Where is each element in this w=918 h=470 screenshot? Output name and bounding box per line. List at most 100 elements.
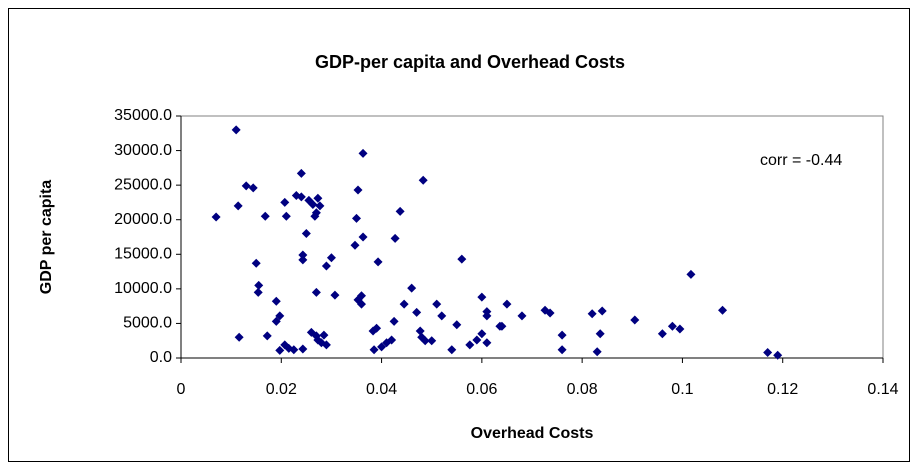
data-point [477,292,487,302]
x-tick-label: 0.14 [867,381,898,398]
data-point [497,321,507,331]
data-point [517,311,527,321]
data-point [319,330,329,340]
data-point [630,315,640,325]
data-point [592,347,602,357]
data-point [477,329,487,339]
data-point [211,212,221,222]
y-tick-label: 15000.0 [114,246,172,263]
data-point [350,240,360,250]
y-tick-label: 5000.0 [123,315,172,332]
data-point [447,345,457,355]
data-point [482,338,492,348]
data-point [390,233,400,243]
data-point [387,335,397,345]
data-point [275,345,285,355]
plot-area [180,115,884,359]
data-point [353,185,363,195]
data-point [301,229,311,239]
x-tick-label: 0 [177,381,186,398]
y-tick-label: 30000.0 [114,142,172,159]
data-point [271,316,281,326]
data-point [557,330,567,340]
data-point [557,345,567,355]
data-point [280,197,290,207]
data-point [321,261,331,271]
data-point [281,211,291,221]
data-point [251,258,261,268]
data-point [241,181,251,191]
data-point [773,350,783,360]
x-tick-label: 0.08 [567,381,598,398]
data-point [357,299,367,309]
y-tick-label: 10000.0 [114,280,172,297]
data-point [427,336,437,346]
data-point [358,232,368,242]
data-point [472,335,482,345]
data-point [357,291,367,301]
data-point [298,255,308,265]
data-point [420,336,430,346]
data-point [407,283,417,293]
data-point [395,206,405,216]
y-tick-label: 35000.0 [114,107,172,124]
data-point [595,329,605,339]
annotation: corr = -0.44 [760,152,842,169]
data-point [254,280,264,290]
y-tick-label: 20000.0 [114,211,172,228]
data-point [308,200,318,210]
data-point [377,342,387,352]
data-point [482,311,492,321]
data-point [352,213,361,223]
x-tick-label: 0.1 [671,381,693,398]
data-point [452,320,462,330]
data-point [686,269,696,279]
data-point [389,316,399,326]
data-point [313,193,323,203]
data-point [432,299,442,309]
data-point [311,287,321,297]
data-point [657,329,667,339]
data-point [311,208,321,218]
data-point [373,257,383,267]
data-point [234,332,244,342]
data-point [545,308,555,318]
data-point [597,306,607,316]
data-point [437,311,447,321]
chart-title: GDP-per capita and Overhead Costs [315,52,625,72]
data-point [260,211,270,221]
data-point [262,331,272,341]
data-point [457,254,467,264]
data-point [271,296,281,306]
y-axis-label: GDP per capita [38,180,55,295]
data-point [326,253,336,263]
data-point [248,183,258,193]
data-point [502,299,512,309]
data-point [358,148,368,158]
data-point [675,324,685,334]
data-point [231,125,241,135]
data-point [465,340,475,350]
x-tick-label: 0.04 [366,381,397,398]
data-point [289,345,299,355]
data-point [298,250,308,260]
x-tick-label: 0.06 [466,381,497,398]
x-axis-label: Overhead Costs [471,425,594,442]
data-point [587,309,597,319]
data-point [275,311,285,321]
data-point [763,347,773,357]
data-point [233,201,243,211]
x-tick-label: 0.12 [767,381,798,398]
data-point [315,201,325,211]
y-tick-label: 0.0 [150,349,172,366]
x-tick-label: 0.02 [266,381,297,398]
data-point [667,321,677,331]
data-point [330,290,340,300]
data-point [296,168,306,178]
data-point [718,305,728,315]
data-point [296,192,306,202]
data-point [372,323,382,333]
y-tick-label: 25000.0 [114,176,172,193]
